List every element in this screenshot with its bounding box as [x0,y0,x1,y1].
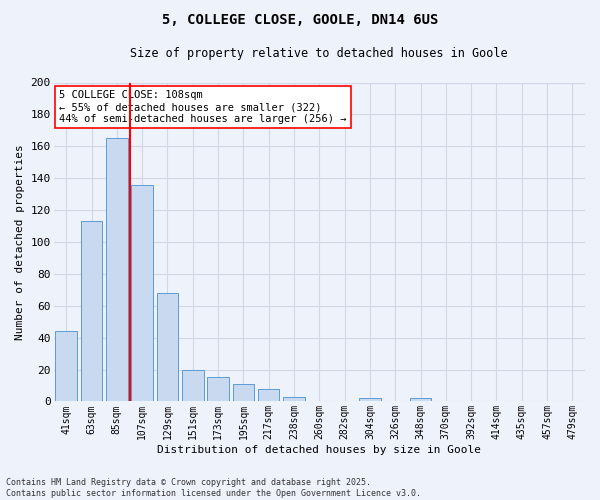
Bar [233,384,254,402]
Bar [283,396,305,402]
Bar [157,293,178,402]
Title: Size of property relative to detached houses in Goole: Size of property relative to detached ho… [130,48,508,60]
Bar [106,138,128,402]
Text: Contains HM Land Registry data © Crown copyright and database right 2025.
Contai: Contains HM Land Registry data © Crown c… [6,478,421,498]
Bar [258,388,280,402]
Bar [182,370,203,402]
Bar [55,332,77,402]
Text: 5, COLLEGE CLOSE, GOOLE, DN14 6US: 5, COLLEGE CLOSE, GOOLE, DN14 6US [162,12,438,26]
Text: 5 COLLEGE CLOSE: 108sqm
← 55% of detached houses are smaller (322)
44% of semi-d: 5 COLLEGE CLOSE: 108sqm ← 55% of detache… [59,90,346,124]
Bar [81,221,102,402]
Bar [208,378,229,402]
Y-axis label: Number of detached properties: Number of detached properties [15,144,25,340]
Bar [359,398,380,402]
Bar [131,184,153,402]
X-axis label: Distribution of detached houses by size in Goole: Distribution of detached houses by size … [157,445,481,455]
Bar [410,398,431,402]
